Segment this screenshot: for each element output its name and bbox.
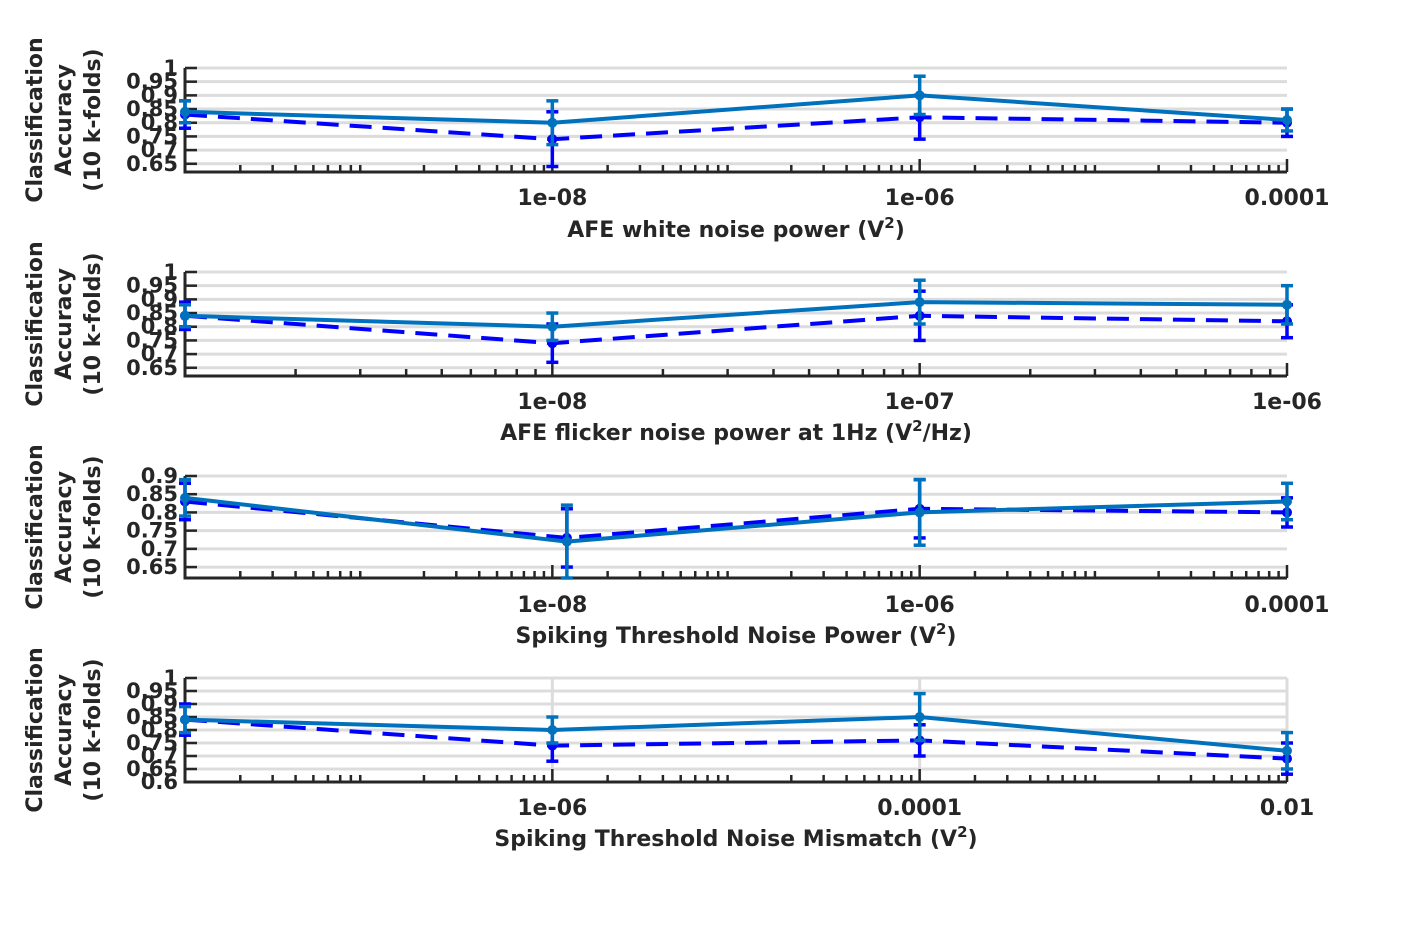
data-point	[180, 310, 190, 321]
y-tick-label: 0.8	[141, 315, 178, 339]
y-tick-label: 1	[163, 666, 178, 690]
y-tick-label: 1	[163, 56, 178, 80]
series-line	[184, 717, 1288, 761]
series-line	[184, 495, 1288, 544]
series-dashed	[179, 93, 1293, 169]
chart-panel-2: 0.650.70.750.80.850.90.951 1e-08 1e-07 1e-0…	[23, 241, 1322, 446]
chart-panel-1: 0.650.70.750.80.850.90.951 1e-08 1e-06 0.00…	[23, 37, 1329, 243]
y-tick-label: 0.75	[126, 124, 178, 148]
data-point	[547, 725, 558, 735]
y-axis-title: (10 k-folds)	[81, 252, 106, 395]
data-point	[1282, 745, 1292, 756]
y-tick-label: 0.75	[126, 519, 178, 543]
y-axis-title: Accuracy	[52, 674, 77, 786]
y-axis-title: Accuracy	[52, 471, 77, 583]
x-axis-title: AFE white noise power (V2)	[567, 214, 905, 243]
x-tick-label: 1e-08	[517, 186, 587, 211]
y-tick-label: 0.85	[126, 482, 178, 506]
x-tick-label: 0.0001	[877, 796, 962, 821]
series-line	[184, 112, 1288, 142]
y-axis-title: (10 k-folds)	[81, 48, 106, 191]
series-solid	[179, 74, 1293, 147]
y-tick-label: 0.85	[126, 97, 178, 121]
data-point	[1282, 496, 1292, 507]
data-point	[914, 297, 925, 308]
series-solid	[179, 691, 1293, 771]
y-tick-label: 0.7	[141, 342, 178, 366]
series-solid	[179, 477, 1293, 580]
y-axis-title: Accuracy	[52, 268, 77, 380]
data-point	[1282, 299, 1292, 310]
data-point	[1282, 115, 1292, 125]
y-tick-label: 0.9	[141, 464, 178, 488]
y-tick-label: 0.95	[126, 70, 178, 94]
series-dashed	[179, 702, 1293, 776]
y-axis-title: (10 k-folds)	[81, 658, 106, 801]
x-axis-title: Spiking Threshold Noise Power (V2)	[516, 620, 957, 649]
y-axis-title: (10 k-folds)	[81, 455, 106, 598]
y-tick-label: 0.95	[126, 274, 178, 298]
series-line	[184, 93, 1288, 125]
y-tick-label: 0.7	[141, 744, 178, 768]
y-tick-label: 0.7	[141, 537, 178, 561]
data-point	[547, 321, 558, 332]
chart-panel-4: 0.60.650.70.750.80.850.90.951 1e-06 0.0001…	[23, 647, 1314, 852]
y-tick-label: 0.7	[141, 138, 178, 162]
series-line	[184, 715, 1288, 753]
y-tick-label: 0.75	[126, 328, 178, 352]
data-point	[180, 106, 190, 117]
x-tick-label: 1e-06	[885, 186, 955, 211]
x-axis-title: AFE flicker noise power at 1Hz (V2/Hz)	[500, 417, 972, 446]
y-tick-label: 1	[163, 260, 178, 284]
y-tick-label: 0.8	[141, 718, 178, 742]
data-point	[180, 714, 190, 725]
data-point	[180, 492, 190, 503]
y-tick-label: 0.65	[126, 152, 178, 176]
y-tick-label: 0.9	[141, 692, 178, 716]
series-line	[184, 300, 1288, 329]
data-point	[547, 117, 558, 128]
x-tick-label: 1e-06	[1252, 390, 1322, 415]
y-tick-label: 0.8	[141, 111, 178, 135]
x-tick-label: 1e-06	[517, 796, 587, 821]
data-point	[914, 90, 925, 101]
x-tick-label: 1e-08	[517, 390, 587, 415]
y-tick-label: 0.9	[141, 287, 178, 311]
x-tick-label: 1e-08	[517, 593, 587, 618]
y-tick-label: 0.65	[126, 356, 178, 380]
y-axis-title: Classification	[23, 444, 48, 609]
y-tick-label: 0.8	[141, 500, 178, 524]
y-tick-label: 0.9	[141, 83, 178, 107]
y-tick-label: 0.75	[126, 731, 178, 755]
y-axis-title: Classification	[23, 647, 48, 812]
series-line	[184, 313, 1288, 346]
y-tick-label: 0.85	[126, 301, 178, 325]
x-tick-label: 1e-07	[885, 390, 955, 415]
y-tick-label: 0.65	[126, 555, 178, 579]
y-tick-label: 0.95	[126, 679, 178, 703]
x-axis-title: Spiking Threshold Noise Mismatch (V2)	[494, 823, 977, 852]
data-point	[914, 507, 925, 518]
series-solid	[179, 278, 1293, 343]
y-axis-title: Classification	[23, 241, 48, 406]
x-tick-label: 0.0001	[1245, 593, 1330, 618]
y-tick-label: 0.6	[141, 770, 178, 794]
data-point	[914, 712, 925, 722]
y-tick-label: 0.85	[126, 705, 178, 729]
chart-panel-3: 0.650.70.750.80.850.9 1e-08 1e-06 0.0001 Spi…	[23, 444, 1329, 649]
x-tick-label: 1e-06	[885, 593, 955, 618]
y-axis-title: Classification	[23, 37, 48, 202]
data-point	[561, 536, 572, 547]
y-axis-title: Accuracy	[52, 64, 77, 176]
x-tick-label: 0.01	[1260, 796, 1314, 821]
x-tick-label: 0.0001	[1245, 186, 1330, 211]
y-tick-label: 0.65	[126, 757, 178, 781]
